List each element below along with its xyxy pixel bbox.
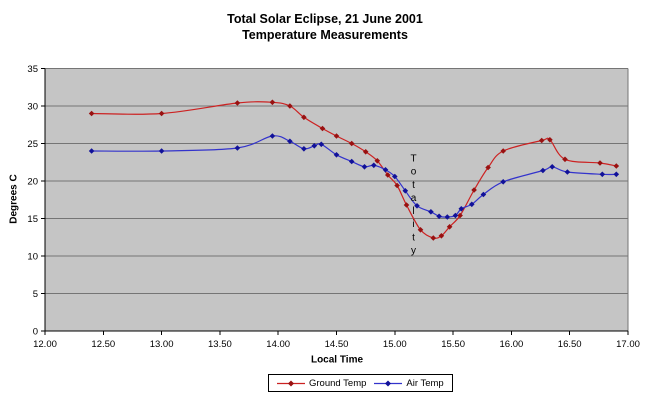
chart-title-block: Total Solar Eclipse, 21 June 2001 Temper…: [0, 11, 650, 43]
svg-text:17.00: 17.00: [616, 339, 640, 350]
svg-text:y: y: [411, 245, 416, 256]
svg-text:15.50: 15.50: [441, 339, 465, 350]
air-temp-line-icon: [374, 380, 403, 386]
legend-label-ground-temp: Ground Temp: [309, 377, 367, 389]
svg-text:T: T: [410, 154, 416, 165]
chart-title: Total Solar Eclipse, 21 June 2001: [227, 12, 423, 26]
x-axis-title: Local Time: [310, 354, 364, 366]
svg-text:o: o: [411, 167, 417, 178]
svg-text:l: l: [412, 206, 414, 217]
legend-item-air-temp: Air Temp: [374, 377, 444, 389]
y-axis-title: Degrees C: [8, 174, 20, 224]
svg-text:14.50: 14.50: [325, 339, 349, 350]
svg-text:13.50: 13.50: [208, 339, 232, 350]
svg-text:16.50: 16.50: [558, 339, 582, 350]
chart-subtitle: Temperature Measurements: [242, 28, 408, 42]
svg-text:5: 5: [33, 289, 38, 300]
svg-text:12.00: 12.00: [33, 339, 57, 350]
svg-text:15.00: 15.00: [383, 339, 407, 350]
svg-text:t: t: [412, 180, 415, 191]
svg-text:15: 15: [27, 214, 38, 225]
svg-text:10: 10: [27, 252, 38, 263]
svg-text:35: 35: [27, 64, 38, 75]
svg-text:12.50: 12.50: [91, 339, 115, 350]
svg-text:16.00: 16.00: [500, 339, 524, 350]
svg-text:14.00: 14.00: [266, 339, 290, 350]
legend-label-air-temp: Air Temp: [406, 377, 444, 389]
svg-text:13.00: 13.00: [150, 339, 174, 350]
svg-text:0: 0: [33, 327, 38, 338]
ground-temp-line-icon: [277, 380, 305, 386]
svg-text:25: 25: [27, 139, 38, 150]
legend-item-ground-temp: Ground Temp: [277, 378, 366, 389]
legend: Ground Temp Air Temp: [268, 374, 453, 392]
svg-text:20: 20: [27, 177, 38, 188]
svg-text:t: t: [412, 232, 415, 243]
svg-text:i: i: [412, 219, 414, 230]
svg-text:30: 30: [27, 102, 38, 113]
svg-text:a: a: [411, 193, 417, 204]
